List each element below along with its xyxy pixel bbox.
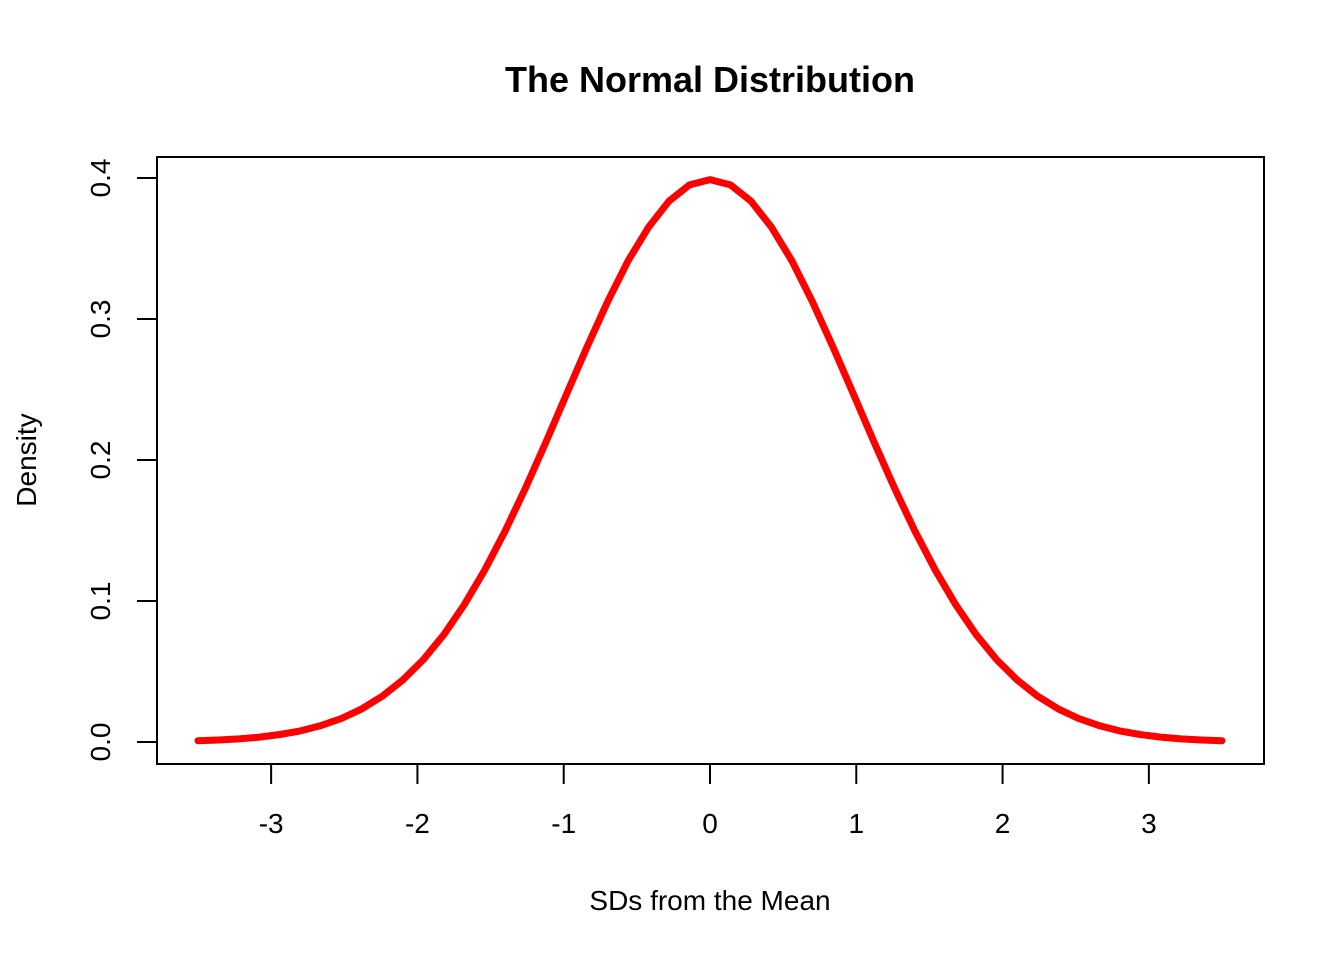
series-line xyxy=(194,176,1226,745)
plot-frame xyxy=(156,156,1265,765)
y-tick-label: 0.3 xyxy=(85,300,116,339)
x-tick-label: -1 xyxy=(551,808,576,839)
x-tick-label: 1 xyxy=(848,808,864,839)
series-layer xyxy=(194,176,1226,745)
chart-title: The Normal Distribution xyxy=(505,59,915,100)
x-tick-label: 3 xyxy=(1141,808,1157,839)
x-tick-label: -3 xyxy=(259,808,284,839)
x-tick-label: -2 xyxy=(405,808,430,839)
x-axis-label: SDs from the Mean xyxy=(589,885,830,916)
x-tick-label: 0 xyxy=(702,808,718,839)
y-axis-label: Density xyxy=(11,413,42,506)
y-axis: 0.0 0.1 0.2 0.3 0.4 xyxy=(85,159,157,762)
x-axis: -3 -2 -1 0 1 2 3 xyxy=(259,764,1157,839)
y-tick-label: 0.4 xyxy=(85,159,116,198)
y-tick-label: 0.1 xyxy=(85,582,116,621)
x-tick-label: 2 xyxy=(995,808,1011,839)
y-tick-label: 0.0 xyxy=(85,723,116,762)
y-tick-label: 0.2 xyxy=(85,441,116,480)
